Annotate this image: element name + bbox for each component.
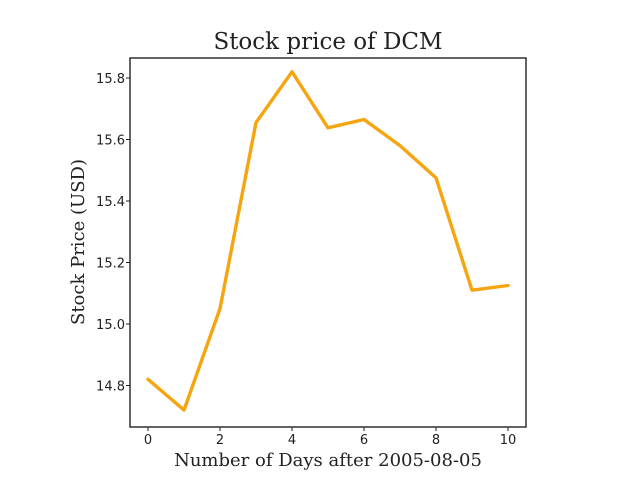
y-axis-label: Stock Price (USD) — [68, 159, 89, 325]
x-tick-label: 2 — [216, 433, 224, 448]
x-tick-label: 0 — [144, 433, 152, 448]
y-tick-label: 14.8 — [96, 379, 125, 394]
x-tick-label: 10 — [500, 433, 517, 448]
chart-title: Stock price of DCM — [213, 29, 442, 55]
x-axis-label: Number of Days after 2005-08-05 — [174, 450, 482, 471]
y-tick-label: 15.2 — [96, 256, 125, 271]
y-axis-ticks: 14.8 15.0 15.2 15.4 15.6 15.8 — [96, 72, 130, 394]
plot-area: 0 2 4 6 8 10 14.8 15.0 15.2 15.4 15.6 15.8 — [96, 57, 527, 448]
x-tick-label: 6 — [360, 433, 368, 448]
x-axis-ticks: 0 2 4 6 8 10 — [144, 427, 516, 448]
y-tick-label: 15.6 — [96, 133, 125, 148]
x-tick-label: 8 — [432, 433, 440, 448]
plot-frame — [129, 57, 527, 428]
series-line — [146, 70, 510, 412]
y-tick-label: 15.8 — [96, 72, 125, 87]
y-tick-label: 15.4 — [96, 195, 125, 210]
y-tick-label: 15.0 — [96, 318, 125, 333]
x-tick-label: 4 — [288, 433, 296, 448]
